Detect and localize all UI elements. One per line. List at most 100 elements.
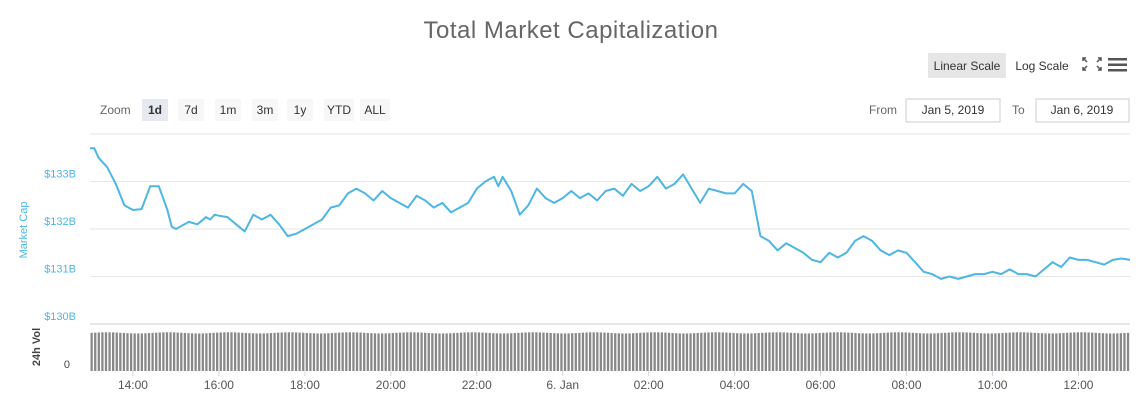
log-scale-button[interactable]: Log Scale bbox=[1015, 59, 1069, 73]
volume-bar bbox=[531, 332, 534, 371]
volume-bar bbox=[198, 333, 201, 371]
zoom-button-bg-7d[interactable] bbox=[178, 99, 204, 121]
volume-bar bbox=[1058, 333, 1062, 371]
volume-bar bbox=[553, 333, 556, 371]
volume-bar bbox=[682, 333, 685, 371]
market-cap-series-line bbox=[90, 147, 1131, 280]
scale-toolbar: Linear Scale Log Scale bbox=[928, 53, 1127, 78]
volume-bar bbox=[388, 333, 391, 371]
volume-bar bbox=[1112, 333, 1115, 371]
zoom-button-bg-ytd[interactable] bbox=[324, 99, 354, 121]
volume-bar bbox=[517, 332, 520, 371]
volume-bar bbox=[467, 332, 470, 371]
volume-bar bbox=[409, 332, 412, 371]
volume-bar bbox=[653, 332, 656, 371]
volume-bar bbox=[416, 332, 420, 371]
volume-bar bbox=[219, 332, 222, 371]
volume-bar bbox=[352, 332, 355, 371]
volume-bar bbox=[581, 332, 585, 371]
hamburger-menu-icon[interactable] bbox=[1108, 58, 1127, 72]
volume-bar bbox=[911, 332, 915, 371]
to-date-value[interactable]: Jan 6, 2019 bbox=[1051, 103, 1114, 117]
volume-bar bbox=[567, 333, 570, 371]
volume-bar bbox=[1037, 333, 1040, 371]
volume-bar bbox=[474, 332, 477, 371]
volume-bar bbox=[918, 333, 922, 371]
to-date-input[interactable] bbox=[1035, 98, 1130, 123]
volume-bar bbox=[768, 332, 771, 371]
volume-bar bbox=[1012, 332, 1015, 371]
y-tick-label: $133B bbox=[44, 169, 76, 181]
zoom-button-7d[interactable]: 7d bbox=[184, 103, 197, 117]
volume-bar bbox=[1080, 332, 1083, 371]
expand-icon[interactable] bbox=[1082, 57, 1102, 71]
linear-scale-button[interactable]: Linear Scale bbox=[934, 59, 1001, 73]
volume-bar bbox=[897, 332, 900, 371]
volume-bar bbox=[316, 333, 319, 371]
volume-bar bbox=[1022, 332, 1026, 371]
zoom-button-ytd[interactable]: YTD bbox=[327, 103, 351, 117]
zoom-button-bg-3m[interactable] bbox=[252, 99, 278, 121]
from-date-value[interactable]: Jan 5, 2019 bbox=[922, 103, 985, 117]
volume-bar bbox=[90, 332, 93, 371]
volume-bar bbox=[284, 332, 287, 371]
volume-bar bbox=[1101, 333, 1105, 371]
zoom-button-1y[interactable]: 1y bbox=[294, 103, 307, 117]
from-label: From bbox=[869, 103, 897, 117]
volume-bar bbox=[947, 332, 950, 371]
linear-scale-button-bg[interactable] bbox=[928, 53, 1006, 78]
zoom-button-bg-1y[interactable] bbox=[287, 99, 313, 121]
volume-bar bbox=[818, 333, 821, 371]
volume-bar bbox=[1015, 332, 1019, 371]
volume-bar bbox=[230, 332, 233, 371]
volume-bar bbox=[868, 333, 871, 371]
zoom-button-bg-1m[interactable] bbox=[215, 99, 241, 121]
volume-axis-title: 24h Vol bbox=[31, 328, 43, 366]
volume-bar bbox=[857, 333, 861, 371]
volume-bar bbox=[1126, 332, 1130, 371]
volume-bar bbox=[1019, 332, 1022, 371]
volume-bar bbox=[979, 333, 983, 371]
volume-bar bbox=[746, 333, 750, 371]
volume-bar bbox=[721, 332, 724, 371]
volume-bar bbox=[302, 332, 305, 371]
volume-bar bbox=[104, 332, 108, 371]
volume-bar bbox=[563, 333, 567, 371]
volume-bar bbox=[524, 332, 527, 371]
zoom-button-bg-all[interactable] bbox=[360, 99, 390, 121]
volume-bar bbox=[789, 332, 793, 371]
volume-bar bbox=[872, 333, 875, 371]
volume-bar bbox=[280, 332, 283, 371]
volume-bar bbox=[434, 333, 438, 371]
y-tick-label: $130B bbox=[44, 311, 76, 323]
zoom-button-1d[interactable]: 1d bbox=[148, 103, 162, 117]
volume-bar bbox=[101, 332, 104, 371]
volume-bar bbox=[144, 333, 147, 371]
zoom-button-bg-1d[interactable] bbox=[142, 99, 168, 121]
volume-bar bbox=[492, 333, 495, 371]
volume-bar bbox=[1062, 333, 1065, 371]
x-tick-label: 16:00 bbox=[204, 378, 234, 392]
volume-bar bbox=[976, 333, 979, 371]
zoom-button-1m[interactable]: 1m bbox=[220, 103, 237, 117]
volume-bar bbox=[398, 332, 402, 371]
volume-bar bbox=[829, 332, 832, 371]
volume-bar bbox=[753, 333, 757, 371]
volume-bar bbox=[391, 333, 395, 371]
volume-bar bbox=[915, 333, 918, 371]
from-date-input[interactable] bbox=[905, 98, 1001, 123]
volume-bar bbox=[804, 333, 807, 371]
volume-bar bbox=[736, 333, 739, 371]
volume-bar bbox=[614, 333, 617, 371]
volume-zero-tick: 0 bbox=[64, 359, 70, 371]
volume-bar bbox=[112, 332, 115, 371]
volume-bar bbox=[1069, 332, 1072, 371]
volume-bar bbox=[800, 333, 803, 371]
volume-bar bbox=[244, 332, 247, 371]
volume-bar bbox=[402, 332, 405, 371]
volume-bar bbox=[413, 332, 416, 371]
volume-bar bbox=[1094, 332, 1097, 371]
zoom-button-3m[interactable]: 3m bbox=[257, 103, 274, 117]
zoom-button-all[interactable]: ALL bbox=[364, 103, 386, 117]
volume-bar bbox=[172, 332, 176, 371]
